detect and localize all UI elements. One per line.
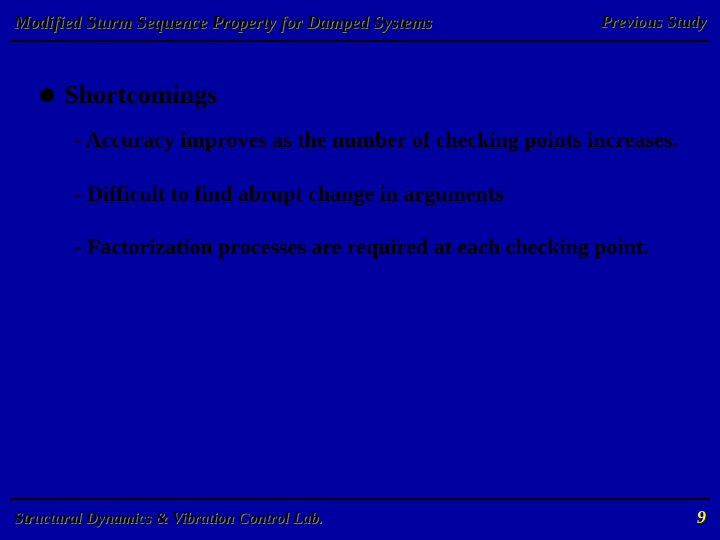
main-bullet: Shortcomings xyxy=(40,80,690,110)
slide: Modified Sturm Sequence Property for Dam… xyxy=(0,0,720,540)
footer-divider xyxy=(10,498,710,500)
bullet-icon xyxy=(40,88,54,102)
list-item: - Accuracy improves as the number of che… xyxy=(74,126,690,154)
footer: Structural Dynamics & Vibration Control … xyxy=(14,507,706,528)
footer-lab: Structural Dynamics & Vibration Control … xyxy=(14,510,323,528)
main-heading: Shortcomings xyxy=(64,80,217,110)
header-divider xyxy=(10,40,710,42)
slide-title: Modified Sturm Sequence Property for Dam… xyxy=(14,12,432,33)
content-area: Shortcomings - Accuracy improves as the … xyxy=(40,80,690,287)
sub-list: - Accuracy improves as the number of che… xyxy=(74,126,690,261)
header: Modified Sturm Sequence Property for Dam… xyxy=(14,12,706,33)
page-number: 9 xyxy=(697,507,706,528)
section-label: Previous Study xyxy=(601,12,706,32)
list-item: - Difficult to find abrupt change in arg… xyxy=(74,180,690,208)
list-item: - Factorization processes are required a… xyxy=(74,233,690,261)
